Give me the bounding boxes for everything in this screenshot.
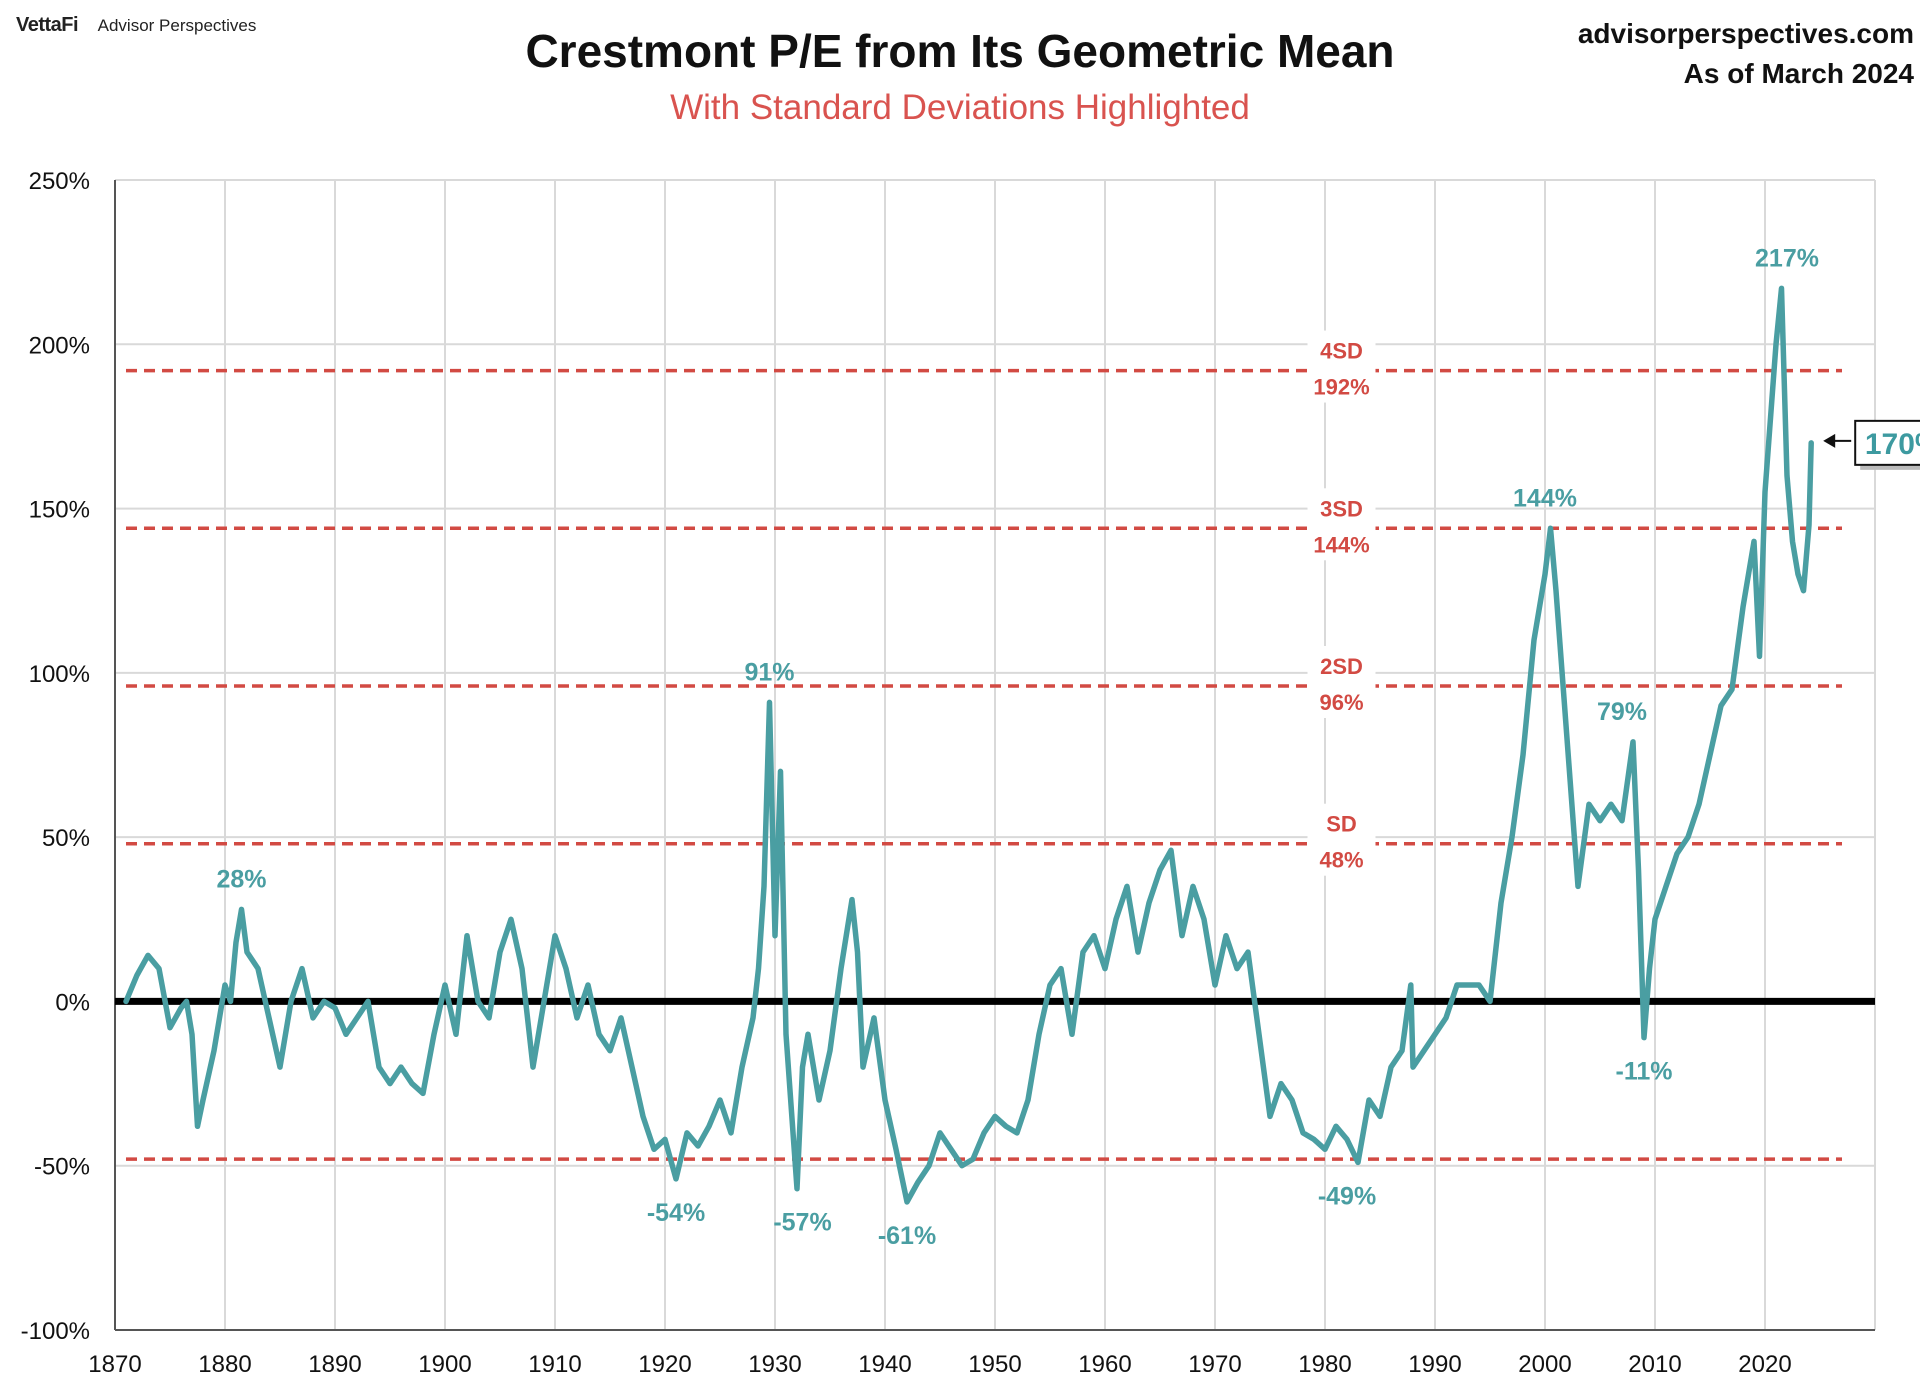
x-tick-label: 1960 (1078, 1351, 1131, 1378)
annotation-label: -49% (1318, 1182, 1376, 1210)
sd-label-bg (1307, 330, 1376, 403)
y-tick-label: 0% (55, 989, 90, 1016)
x-tick-label: 1940 (858, 1351, 911, 1378)
sd-label-bg (1307, 646, 1376, 718)
x-tick-label: 1900 (418, 1351, 471, 1378)
sd-label-value: 144% (1313, 532, 1369, 557)
x-tick-label: 1920 (638, 1351, 691, 1378)
current-arrow-head (1823, 433, 1836, 448)
y-tick-label: -100% (21, 1318, 90, 1345)
sd-label-name: SD (1326, 812, 1357, 837)
annotation-label: 91% (744, 658, 794, 686)
annotation-label: 28% (216, 865, 266, 893)
x-tick-label: 1880 (198, 1351, 251, 1378)
y-tick-label: 100% (29, 661, 90, 688)
annotation-label: 144% (1513, 484, 1577, 512)
sd-label-name: 3SD (1320, 496, 1363, 521)
y-tick-label: 150% (29, 497, 90, 524)
annotation-label: 79% (1597, 698, 1647, 726)
x-tick-label: 1950 (968, 1351, 1021, 1378)
x-tick-label: 1890 (308, 1351, 361, 1378)
sd-label-bg (1307, 803, 1376, 876)
y-tick-label: 200% (29, 332, 90, 359)
x-tick-label: 2000 (1518, 1351, 1571, 1378)
x-tick-label: 2020 (1738, 1351, 1791, 1378)
annotation-label: -61% (878, 1222, 936, 1250)
annotation-label: 217% (1755, 244, 1819, 272)
source-info: advisorperspectives.com As of March 2024 (1578, 14, 1914, 94)
sd-label-bg (1307, 488, 1376, 561)
x-tick-label: 1980 (1298, 1351, 1351, 1378)
sd-label-value: 96% (1319, 690, 1363, 715)
x-tick-label: 1970 (1188, 1351, 1241, 1378)
chart-title: Crestmont P/E from Its Geometric Mean (525, 25, 1395, 77)
x-tick-label: 1870 (88, 1351, 141, 1378)
y-tick-label: 50% (42, 825, 90, 852)
annotation-label: -54% (647, 1199, 705, 1227)
source-site: advisorperspectives.com (1577, 18, 1914, 49)
current-box (1854, 419, 1920, 466)
as-of-date: As of March 2024 (1683, 58, 1914, 89)
brand-name: VettaFi (16, 14, 79, 36)
y-tick-label: 250% (29, 168, 90, 195)
annotation-label: -57% (773, 1209, 831, 1237)
sd-label-value: 192% (1313, 375, 1369, 400)
x-tick-label: 1990 (1408, 1351, 1461, 1378)
series-line (123, 285, 1814, 1205)
brand-logo: VettaFi Advisor Perspectives (16, 14, 256, 37)
chart-subtitle: With Standard Deviations Highlighted (670, 88, 1250, 127)
sd-label-name: 2SD (1320, 654, 1363, 679)
x-tick-label: 2010 (1628, 1351, 1681, 1378)
x-tick-label: 1910 (528, 1351, 581, 1378)
sd-label-value: 48% (1319, 848, 1363, 873)
annotation-label: -11% (1616, 1058, 1673, 1086)
y-tick-label: -50% (34, 1154, 90, 1181)
brand-subtitle: Advisor Perspectives (97, 16, 257, 35)
current-value-label: 170% (1865, 428, 1920, 461)
x-tick-label: 1930 (748, 1351, 801, 1378)
sd-label-name: 4SD (1320, 339, 1363, 364)
